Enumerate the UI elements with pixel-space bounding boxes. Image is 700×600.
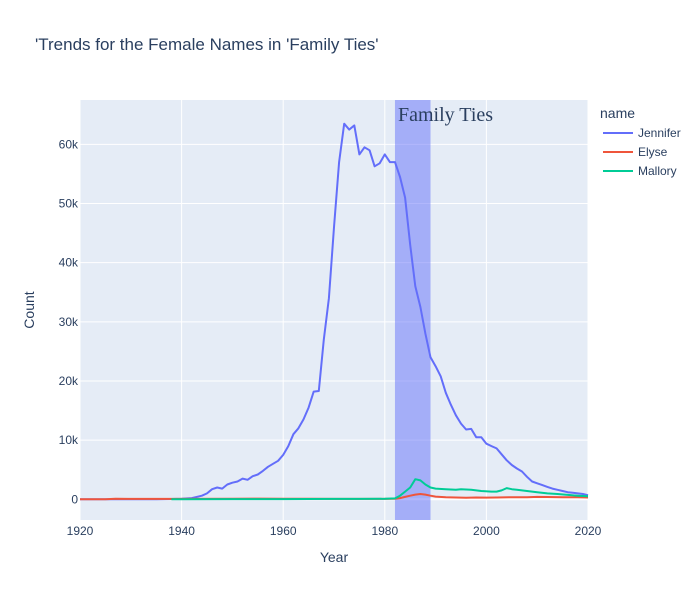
x-tick-label-2000: 2000 — [473, 524, 500, 538]
x-tick-label-1920: 1920 — [67, 524, 94, 538]
y-tick-label-20000: 20k — [59, 374, 79, 388]
legend-title: name — [600, 105, 635, 121]
annotation-family-ties: Family Ties — [398, 104, 493, 126]
legend: name Jennifer Elyse Mallory — [600, 105, 681, 178]
y-tick-label-50000: 50k — [59, 197, 79, 211]
series-layer — [80, 122, 589, 501]
x-tick-label-1960: 1960 — [270, 524, 297, 538]
legend-label-mallory: Mallory — [638, 164, 677, 178]
chart-title: 'Trends for the Female Names in 'Family … — [35, 35, 379, 54]
y-tick-label-10000: 10k — [59, 433, 79, 447]
x-tick-label-1980: 1980 — [371, 524, 398, 538]
y-axis-title: Count — [21, 291, 37, 328]
x-axis-title: Year — [320, 549, 349, 565]
y-tick-label-40000: 40k — [59, 256, 79, 270]
shaded-region-layer — [394, 100, 431, 520]
legend-label-elyse: Elyse — [638, 145, 668, 159]
y-tick-label-0: 0 — [71, 492, 78, 506]
x-tick-label-1940: 1940 — [168, 524, 195, 538]
y-axis-ticks: 0 10k 20k 30k 40k 50k 60k — [59, 137, 79, 506]
shaded-region-family-ties — [394, 100, 431, 520]
legend-items: Jennifer Elyse Mallory — [603, 126, 681, 178]
series-line-jennifer — [80, 122, 589, 501]
series-line-mallory — [171, 478, 589, 501]
y-tick-label-30000: 30k — [59, 315, 79, 329]
x-axis-ticks: 1920 1940 1960 1980 2000 2020 — [67, 524, 602, 538]
x-tick-label-2020: 2020 — [575, 524, 602, 538]
legend-label-jennifer: Jennifer — [638, 126, 681, 140]
y-tick-label-60000: 60k — [59, 137, 79, 151]
plot-background — [80, 100, 588, 520]
